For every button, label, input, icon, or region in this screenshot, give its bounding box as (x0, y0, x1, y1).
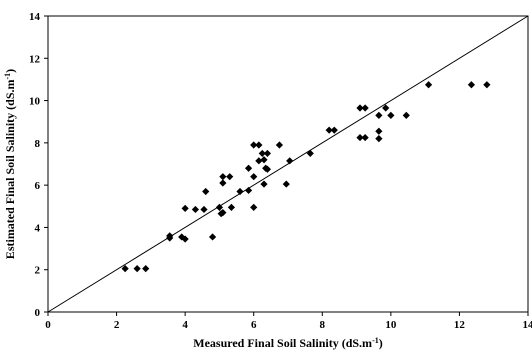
y-axis-title: Estimated Final Soil Salinity (dS.m-1) (3, 69, 17, 259)
data-point (306, 149, 314, 158)
data-point (260, 156, 268, 164)
y-tick-label: 0 (35, 307, 41, 319)
x-tick-label: 6 (251, 319, 257, 331)
data-point (121, 265, 129, 273)
data-point (361, 133, 369, 142)
x-tick-label: 0 (45, 319, 51, 331)
x-axis-ticks: 0 2 4 6 8 10 12 14 (45, 312, 532, 331)
data-point (467, 81, 476, 89)
data-point (208, 233, 217, 241)
reference-line (47, 15, 529, 313)
y-axis-ticks: 0 2 4 6 8 10 12 14 (29, 11, 48, 319)
data-point (263, 165, 272, 173)
data-point (191, 205, 200, 214)
data-point (133, 265, 141, 273)
data-point (142, 265, 150, 273)
x-tick-label: 12 (454, 319, 466, 331)
data-point (255, 157, 263, 165)
data-point (375, 135, 383, 143)
y-tick-label: 2 (35, 265, 41, 277)
data-point (282, 180, 290, 188)
data-point (219, 179, 227, 187)
data-point (402, 111, 410, 119)
data-point (244, 186, 253, 195)
data-point (215, 203, 224, 211)
data-point (382, 104, 390, 112)
y-tick-label: 14 (29, 11, 41, 23)
data-point (387, 111, 395, 119)
data-point (227, 203, 236, 211)
data-point (250, 141, 258, 149)
data-point (275, 141, 284, 149)
x-tick-label: 8 (320, 319, 326, 331)
x-tick-label: 10 (385, 319, 397, 331)
data-point (263, 149, 272, 158)
data-point (375, 111, 383, 119)
data-point (244, 164, 253, 172)
data-point (236, 187, 244, 196)
data-point (325, 126, 333, 134)
data-point (424, 81, 433, 89)
data-points (121, 81, 491, 273)
y-tick-label: 12 (29, 53, 41, 65)
y-tick-label: 8 (35, 138, 41, 150)
data-point (375, 127, 383, 135)
x-axis-title: Measured Final Soil Salinity (dS.m-1) (193, 336, 382, 350)
data-point (361, 104, 369, 112)
data-point (250, 203, 258, 211)
data-point (483, 81, 491, 89)
data-point (356, 104, 364, 112)
data-point (255, 141, 263, 149)
data-point (226, 173, 234, 181)
data-point (219, 209, 227, 217)
data-point (181, 235, 189, 243)
data-point (260, 180, 268, 188)
data-point (166, 232, 174, 240)
data-point (356, 133, 364, 142)
data-point (219, 173, 227, 181)
data-point (202, 187, 210, 196)
data-point (200, 205, 208, 214)
x-tick-label: 4 (182, 319, 188, 331)
y-tick-label: 6 (35, 180, 41, 192)
data-point (286, 157, 294, 165)
x-tick-label: 2 (114, 319, 120, 331)
data-point (258, 149, 266, 158)
data-point (250, 173, 258, 181)
y-tick-label: 4 (35, 222, 41, 234)
x-tick-label: 14 (523, 319, 532, 331)
y-tick-label: 10 (29, 96, 41, 108)
data-point (181, 204, 189, 212)
data-point (330, 126, 338, 134)
